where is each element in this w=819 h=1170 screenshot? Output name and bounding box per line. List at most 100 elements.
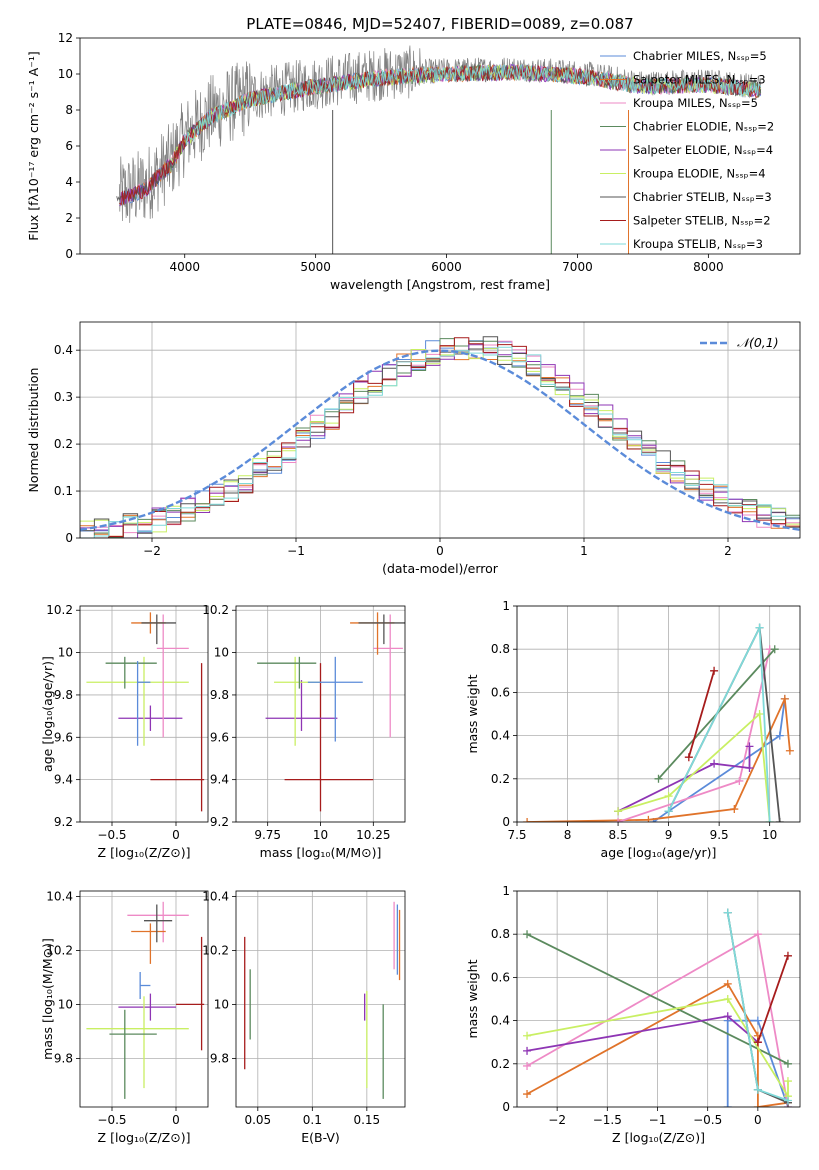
weight-line [526, 1015, 759, 1052]
plus-marker [745, 764, 754, 772]
x-tick-label: 5000 [300, 260, 331, 274]
plus-marker [745, 742, 754, 751]
plot-area [523, 908, 792, 1107]
plus-marker [765, 818, 774, 822]
y-tick-label: 0.4 [491, 1014, 510, 1028]
x-tick-label: 7.5 [507, 828, 526, 842]
plus-marker [753, 1038, 762, 1047]
errorbar-point [127, 901, 189, 943]
x-tick-label: 0.1 [303, 1113, 322, 1127]
weight-line [757, 955, 789, 1043]
errorbar-point [284, 663, 374, 812]
y-axis-label: Normed distribution [26, 368, 41, 493]
errorbar-point [105, 656, 157, 689]
panel-spectrum: 4000 5000 6000 7000 8000 0 2 4 6 8 10 12 wavelength … [26, 31, 801, 292]
plus-marker [723, 979, 732, 988]
x-tick-label: 9 [665, 828, 673, 842]
y-tick-label: 0 [502, 1100, 510, 1114]
x-tick-label: 9.75 [254, 828, 281, 842]
plus-marker [710, 666, 719, 675]
x-tick-label: 2 [724, 544, 732, 558]
panel-massweight_vs_Z: −2 −1.5 −1 −0.5 0 0 0.2 0.4 0.6 0.8 1 Z [log₁₀(Z/Z⊙… [465, 884, 801, 1145]
y-tick-label: 0.6 [491, 970, 510, 984]
plus-marker [770, 645, 779, 654]
x-tick-label: −0.5 [97, 828, 126, 842]
axes-frame [79, 605, 209, 823]
plot-area [244, 901, 401, 1099]
legend: 𝒩(0,1) [700, 335, 779, 350]
x-tick-label: 10 [313, 828, 328, 842]
plus-marker [785, 746, 794, 755]
x-axis-label: E(B-V) [301, 1130, 340, 1145]
x-axis-label: (data-model)/error [382, 561, 499, 576]
histogram-series [80, 346, 800, 538]
weight-line [526, 933, 789, 1065]
x-tick-label: 9.5 [710, 828, 729, 842]
y-tick-label: 2 [65, 211, 73, 225]
y-axis-label: mass weight [465, 674, 480, 753]
plus-marker [753, 930, 762, 939]
y-axis-label: mass [log₁₀(M/M⊙)] [40, 938, 55, 1060]
y-axis-label: age [log₁₀(age/yr)] [40, 656, 55, 772]
errorbar-point [373, 614, 403, 738]
y-tick-label: 0.2 [54, 437, 73, 451]
errorbar-point [141, 614, 176, 645]
legend-label: Salpeter STELIB, Nₛₛₚ=2 [633, 214, 771, 228]
y-tick-label: 0 [65, 531, 73, 545]
y-tick-label: 9.2 [210, 815, 229, 829]
x-tick-label: 10.25 [356, 828, 390, 842]
panel-massweight_vs_age: 7.5 8 8.5 9 9.5 10 0 0.2 0.4 0.6 0.8 1 age [log₁₀(ag… [465, 599, 801, 860]
x-tick-label: 8 [564, 828, 572, 842]
x-tick-label: 0 [172, 828, 180, 842]
y-tick-label: 8 [65, 103, 73, 117]
x-tick-label: −1.5 [593, 1113, 622, 1127]
errorbar-point [136, 661, 151, 746]
y-tick-label: 10 [214, 997, 229, 1011]
y-tick-label: 10.2 [46, 943, 73, 957]
y-tick-label: 1 [502, 599, 510, 613]
errorbar-point [86, 996, 189, 1089]
y-tick-label: 0.8 [491, 642, 510, 656]
errorbar-point [118, 705, 183, 731]
weight-line [667, 624, 781, 822]
plus-marker [614, 807, 623, 816]
gaussian-reference-curve [80, 349, 800, 531]
panel-residuals: −2 −1 0 1 2 0 0.1 0.2 0.3 0.4 (data-model)/error No… [26, 321, 801, 576]
legend-label: Chabrier MILES, Nₛₛₚ=5 [633, 49, 767, 63]
histogram-series [80, 337, 800, 538]
y-tick-label: 4 [65, 175, 73, 189]
plus-marker [783, 951, 792, 960]
x-axis-label: age [log₁₀(age/yr)] [601, 845, 717, 860]
plus-marker [664, 807, 673, 816]
errorbar-point [109, 1009, 157, 1099]
x-tick-label: 0.15 [353, 1113, 380, 1127]
y-tick-label: 10.4 [202, 889, 229, 903]
x-tick-label: −2 [548, 1113, 566, 1127]
panel-age_vs_Z: −0.5 0 9.2 9.4 9.6 9.8 10 10.2 Z [log₁₀(Z/Z⊙)] ag… [40, 603, 209, 860]
legend-label: Chabrier STELIB, Nₛₛₚ=3 [633, 190, 772, 204]
x-tick-label: 4000 [169, 260, 200, 274]
plus-marker [723, 1103, 732, 1107]
legend-label: Kroupa MILES, Nₛₛₚ=5 [633, 96, 758, 110]
y-tick-label: 9.8 [210, 1051, 229, 1065]
x-axis-label: Z [log₁₀(Z/Z⊙)] [612, 1130, 705, 1145]
plus-marker [755, 710, 764, 718]
y-tick-label: 10 [58, 67, 73, 81]
y-tick-label: 9.8 [54, 688, 73, 702]
weight-line [617, 712, 771, 822]
plus-marker [755, 623, 764, 632]
figure-title: PLATE=0846, MJD=52407, FIBERID=0089, z=0… [246, 15, 633, 33]
y-tick-label: 12 [58, 31, 73, 45]
plus-marker [684, 753, 693, 762]
x-tick-label: 8.5 [609, 828, 628, 842]
x-axis-label: Z [log₁₀(Z/Z⊙)] [98, 845, 191, 860]
errorbar-point [257, 656, 317, 689]
plus-marker [753, 1016, 762, 1025]
x-axis-label: wavelength [Angstrom, rest frame] [330, 277, 550, 292]
axes-frame [79, 37, 801, 255]
legend: Chabrier MILES, Nₛₛₚ=5 Salpeter MILES, Nₛ… [600, 49, 774, 251]
plus-marker [523, 818, 532, 822]
y-tick-label: 0.6 [491, 685, 510, 699]
x-axis-label: Z [log₁₀(Z/Z⊙)] [98, 1130, 191, 1145]
plot-area [257, 612, 405, 812]
